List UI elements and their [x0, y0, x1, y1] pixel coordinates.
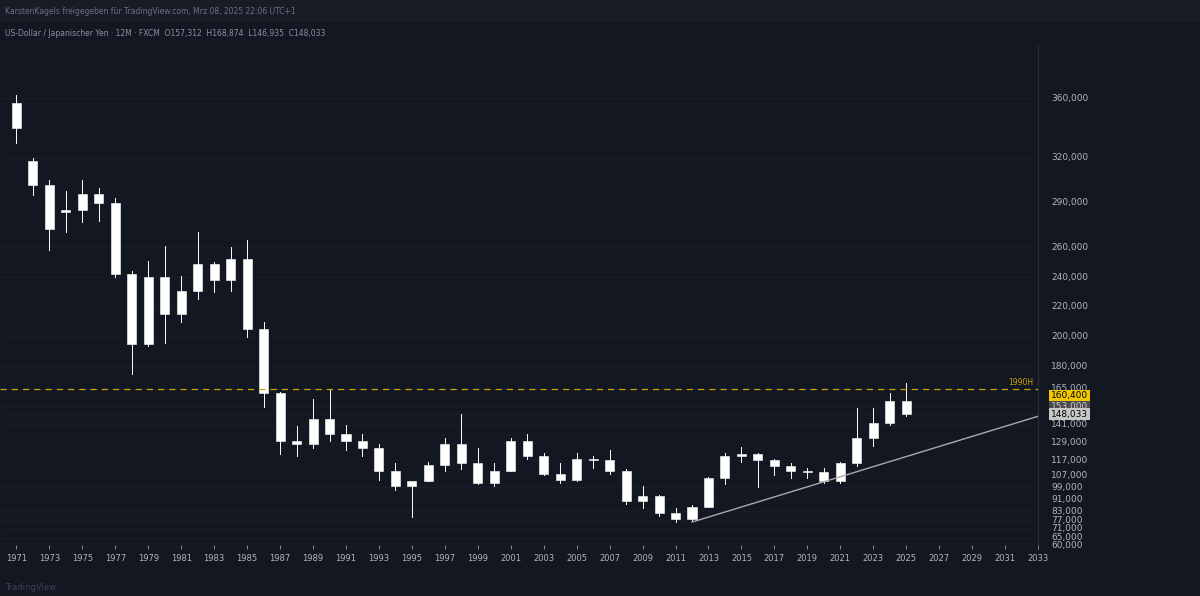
Text: 240,000: 240,000 [1051, 272, 1088, 282]
Bar [127, 274, 137, 344]
Text: US-Dollar / Japanischer Yen · 12M · FXCM  O157,312  H168,874  L146,935  C148,033: US-Dollar / Japanischer Yen · 12M · FXCM… [5, 29, 325, 38]
Bar [770, 460, 779, 466]
Text: 71,000: 71,000 [1051, 524, 1082, 533]
Bar [308, 418, 318, 444]
Text: 99,000: 99,000 [1051, 483, 1082, 492]
Bar [754, 454, 762, 460]
Text: 83,000: 83,000 [1051, 507, 1082, 516]
Text: 200,000: 200,000 [1051, 332, 1088, 342]
Bar [407, 482, 416, 486]
Bar [457, 444, 466, 464]
Bar [391, 471, 400, 486]
Bar [325, 418, 334, 434]
Bar [523, 441, 532, 456]
Bar [259, 329, 268, 393]
Bar [539, 456, 548, 474]
Bar [29, 161, 37, 185]
Text: JPY: JPY [1051, 27, 1064, 36]
Text: 290,000: 290,000 [1051, 198, 1088, 207]
Bar [110, 203, 120, 274]
Bar [292, 441, 301, 444]
Text: 400,000: 400,000 [1051, 34, 1088, 44]
Text: 107,000: 107,000 [1051, 471, 1088, 480]
Text: 320,000: 320,000 [1051, 153, 1088, 163]
Text: 260,000: 260,000 [1051, 243, 1088, 252]
Bar [95, 194, 103, 203]
Bar [242, 259, 252, 329]
Bar [720, 456, 730, 478]
Bar [424, 465, 433, 482]
Text: 153,000: 153,000 [1051, 402, 1088, 411]
Bar [901, 401, 911, 414]
Bar [490, 471, 499, 483]
Bar [506, 441, 515, 471]
Bar [671, 513, 680, 519]
Bar [473, 464, 482, 483]
Bar [737, 454, 746, 456]
Bar [589, 459, 598, 460]
Bar [654, 496, 664, 513]
Bar [176, 291, 186, 315]
Bar [440, 444, 449, 465]
Text: 65,000: 65,000 [1051, 533, 1082, 542]
Text: 160,400: 160,400 [1051, 391, 1088, 401]
Bar [704, 478, 713, 507]
Text: 148,033: 148,033 [1051, 409, 1088, 418]
Text: KarstenKagels freigegeben für TradingView.com, Mrz 08, 2025 22:06 UTC+1: KarstenKagels freigegeben für TradingVie… [5, 7, 295, 15]
Bar [61, 210, 71, 212]
Text: 117,000: 117,000 [1051, 456, 1088, 465]
Bar [161, 277, 169, 315]
Bar [556, 474, 565, 480]
Text: 141,000: 141,000 [1051, 420, 1088, 429]
Bar [358, 441, 367, 449]
Text: 180,000: 180,000 [1051, 362, 1088, 371]
Bar [869, 423, 877, 438]
Text: 1990H: 1990H [1008, 378, 1033, 387]
Text: 91,000: 91,000 [1051, 495, 1082, 504]
Bar [638, 496, 647, 501]
Text: 220,000: 220,000 [1051, 302, 1088, 312]
Bar [374, 449, 384, 471]
Bar [342, 434, 350, 441]
Bar [886, 401, 894, 423]
Bar [852, 438, 862, 464]
Text: 129,000: 129,000 [1051, 438, 1088, 447]
Bar [820, 472, 828, 482]
Text: 360,000: 360,000 [1051, 94, 1088, 103]
Text: 60,000: 60,000 [1051, 541, 1082, 550]
Bar [688, 507, 696, 519]
Bar [78, 194, 86, 210]
Bar [276, 393, 284, 441]
Bar [622, 471, 631, 501]
Bar [786, 466, 796, 471]
Bar [44, 185, 54, 229]
Bar [803, 471, 812, 472]
Bar [12, 103, 22, 128]
Bar [605, 460, 614, 471]
Text: 77,000: 77,000 [1051, 516, 1082, 524]
Bar [210, 263, 218, 280]
Bar [144, 277, 152, 344]
Bar [226, 259, 235, 280]
Text: 165,000: 165,000 [1051, 384, 1088, 393]
Bar [193, 263, 203, 291]
Text: TradingView: TradingView [5, 583, 55, 592]
Bar [572, 459, 581, 480]
Bar [835, 464, 845, 482]
